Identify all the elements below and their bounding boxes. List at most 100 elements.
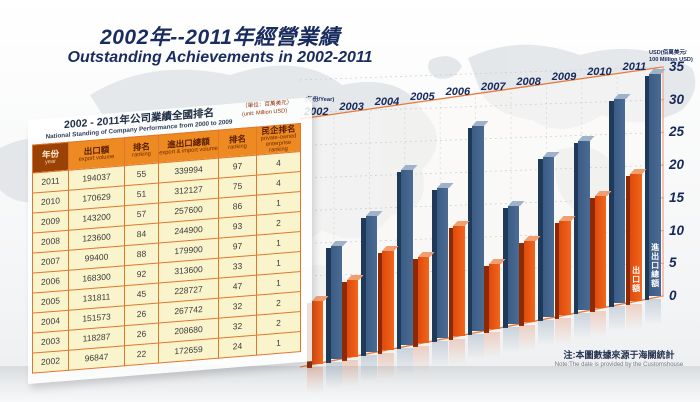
bar-top-face: [472, 120, 489, 126]
year-label-2009: 2009: [551, 70, 577, 83]
bar-total-2003: [361, 210, 382, 381]
bar-top-face: [365, 210, 382, 216]
source-note: 注:本圖數據來源于海關統計 Note:The date is provided …: [540, 350, 698, 369]
y-axis-unit-label: USD(佰萬美元/ 100 Million USD): [649, 50, 699, 65]
bar-total-2008: [538, 151, 559, 346]
bar-top-face: [330, 241, 347, 247]
bar-export-2006: [448, 220, 470, 365]
bar-front-face: [453, 225, 465, 336]
bar-side-face: [342, 281, 347, 361]
bar-reflection: [625, 303, 642, 330]
bar-top-face: [507, 201, 524, 207]
bar-side-face: [625, 176, 631, 305]
bar-export-2004: [377, 245, 399, 379]
value-cell: 92: [124, 262, 159, 286]
bar-total-2002: [326, 241, 347, 389]
bar-side-face: [503, 208, 508, 328]
value-cell: 51: [124, 182, 159, 206]
value-cell: 96847: [68, 345, 125, 371]
y-tick-0: 0: [669, 288, 677, 303]
year-label-2010: 2010: [587, 65, 612, 78]
page-title-en: Outstanding Achievements in 2002-2011: [67, 49, 373, 67]
performance-table: 年份 year 出口額 export volume 排名 ranking 進出口總額 expo…: [32, 123, 301, 374]
y-tick-25: 25: [669, 124, 685, 140]
bar-reflection: [307, 367, 323, 394]
bar-front-face: [472, 125, 484, 331]
bar-export-2005: [413, 251, 434, 372]
bar-top-face: [542, 151, 559, 157]
value-cell: 84: [124, 222, 159, 246]
col-header-en: ranking: [132, 151, 151, 159]
bar-front-face: [488, 263, 500, 329]
bar-export-2010: [590, 191, 611, 337]
year-axis-label: (年份/Year): [305, 97, 335, 103]
col-header-year: 年份 year: [32, 141, 69, 174]
bar-reflection: [377, 353, 394, 379]
col-header-5: 民企排名 private-owned enterprise ranking: [256, 123, 301, 156]
year-label-2008: 2008: [516, 75, 541, 88]
value-cell: 26: [124, 302, 159, 326]
bar-side-face: [326, 248, 331, 364]
bar-front-face: [559, 221, 571, 315]
bar-side-face: [413, 258, 418, 347]
value-cell: 45: [124, 282, 159, 306]
bar-total-2004: [396, 164, 418, 374]
y-axis-unit-line2: 100 Million USD): [649, 57, 693, 64]
bar-reflection: [609, 305, 626, 332]
bar-side-face: [644, 75, 650, 300]
y-tick-10: 10: [669, 222, 685, 238]
bar-side-face: [448, 227, 454, 340]
bar-reflection: [342, 360, 359, 386]
y-axis-unit-line1: USD(佰萬美元/: [649, 50, 687, 56]
bar-total-2005: [432, 183, 453, 367]
bar-reflection: [554, 317, 571, 344]
bar-total-2009: [573, 136, 595, 339]
value-cell: 172659: [158, 338, 219, 363]
bar-export-2007: [484, 258, 505, 358]
value-cell: 26: [124, 322, 159, 346]
bar-top-face: [613, 93, 630, 99]
bar-total-2010: [609, 93, 630, 332]
bar-export-2009: [554, 216, 576, 344]
year-label-2005: 2005: [410, 90, 435, 103]
bar-side-face: [519, 243, 524, 326]
bar-reflection: [432, 340, 449, 367]
bar-export-2003: [342, 274, 363, 386]
bar-reflection: [644, 298, 661, 325]
source-note-en: Note:The date is provided by the Customs…: [554, 361, 684, 368]
bar-front-face: [649, 73, 661, 296]
bar-front-face: [330, 246, 342, 360]
bar-front-face: [630, 174, 642, 301]
year-label-2003: 2003: [339, 100, 364, 113]
bar-front-face: [507, 206, 519, 324]
bar-top-face: [436, 183, 453, 189]
year-label-2004: 2004: [374, 95, 400, 108]
bar-side-face: [377, 252, 383, 354]
y-tick-30: 30: [669, 91, 685, 107]
bar-reflection: [590, 310, 607, 337]
bar-front-face: [542, 156, 555, 317]
y-tick-20: 20: [669, 157, 685, 173]
bar-top-face: [578, 136, 595, 142]
bar-side-face: [361, 217, 366, 356]
bar-reflection: [503, 326, 519, 353]
bar-reflection: [484, 331, 500, 358]
bar-front-face: [523, 241, 536, 322]
bar-series-label: 出口額: [631, 265, 641, 293]
bar-reflection: [413, 345, 430, 372]
col-header-1: 出口額 export volume: [68, 137, 125, 171]
col-header-2: 排名 ranking: [124, 134, 159, 166]
bar-total-2007: [503, 201, 524, 353]
bar-side-face: [396, 171, 402, 349]
bar-front-face: [417, 256, 430, 343]
y-tick-15: 15: [669, 189, 685, 205]
bar-export-2011: 出口額: [625, 169, 647, 330]
bar-front-face: [594, 196, 607, 308]
bar-front-face: [578, 141, 590, 310]
year-cell: 2002: [32, 350, 69, 374]
year-label-2011: 2011: [622, 60, 647, 73]
bar-front-face: [346, 279, 359, 357]
bar-reflection: [448, 338, 465, 365]
